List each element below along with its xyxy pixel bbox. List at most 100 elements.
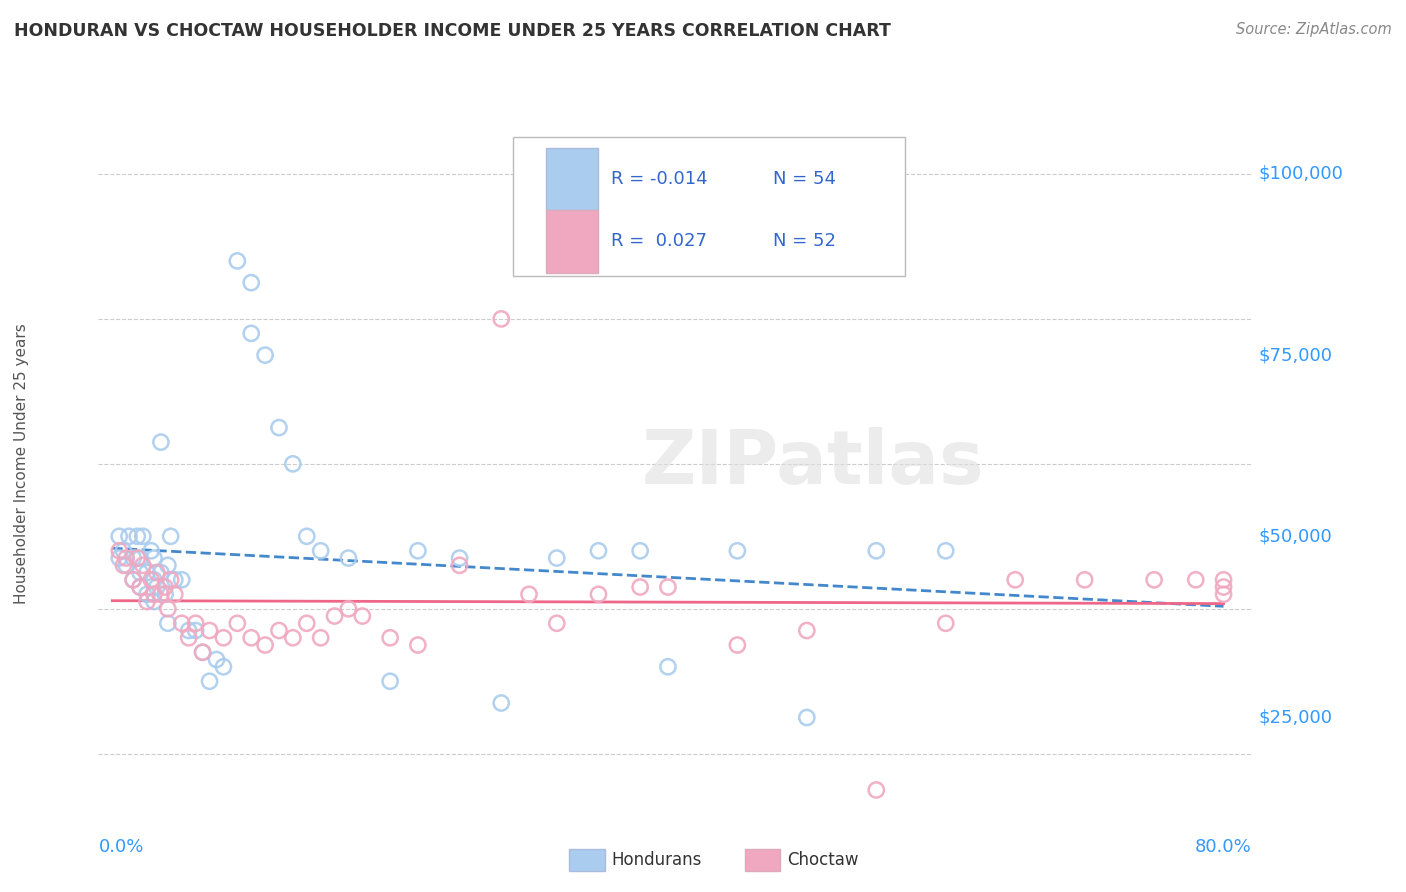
Point (1143, 573, 1166, 587)
Point (378, 674, 401, 689)
Text: Hondurans: Hondurans (612, 851, 702, 869)
Text: HONDURAN VS CHOCTAW HOUSEHOLDER INCOME UNDER 25 YEARS CORRELATION CHART: HONDURAN VS CHOCTAW HOUSEHOLDER INCOME U… (14, 22, 891, 40)
Point (588, 587, 610, 601)
Point (132, 558, 155, 573)
Point (108, 529, 131, 543)
Point (212, 631, 235, 645)
Point (115, 558, 138, 573)
Point (141, 573, 163, 587)
Point (240, 276, 263, 290)
Point (143, 573, 166, 587)
Text: $75,000: $75,000 (1258, 346, 1333, 364)
Point (1184, 573, 1206, 587)
Point (1004, 573, 1026, 587)
Point (226, 254, 249, 268)
Point (136, 566, 159, 580)
Point (122, 573, 145, 587)
Point (149, 435, 172, 450)
Point (935, 616, 957, 631)
Point (1073, 573, 1095, 587)
Point (406, 638, 429, 652)
Point (226, 616, 249, 631)
Point (281, 631, 304, 645)
Text: R =  0.027: R = 0.027 (612, 233, 707, 251)
Point (127, 529, 149, 543)
Point (156, 558, 179, 573)
Point (108, 551, 131, 566)
Point (112, 543, 135, 558)
FancyBboxPatch shape (546, 147, 598, 211)
Text: $25,000: $25,000 (1258, 708, 1333, 726)
Point (309, 543, 332, 558)
Point (159, 573, 181, 587)
Text: $50,000: $50,000 (1258, 527, 1331, 545)
Point (132, 529, 155, 543)
Text: 0.0%: 0.0% (98, 838, 143, 856)
Point (108, 543, 131, 558)
Point (212, 660, 235, 674)
Point (796, 710, 818, 724)
Text: Choctaw: Choctaw (787, 851, 859, 869)
Point (156, 602, 179, 616)
Text: R = -0.014: R = -0.014 (612, 169, 709, 188)
Point (1212, 580, 1234, 594)
Point (156, 616, 179, 631)
Text: 80.0%: 80.0% (1195, 838, 1251, 856)
Point (796, 624, 818, 638)
Point (170, 573, 193, 587)
Point (1212, 587, 1234, 601)
Point (163, 573, 186, 587)
Point (254, 638, 277, 652)
Point (491, 696, 513, 710)
Point (159, 529, 181, 543)
Point (118, 529, 141, 543)
Point (205, 652, 228, 666)
Point (198, 624, 221, 638)
Point (352, 609, 374, 624)
Point (129, 551, 152, 566)
Point (143, 594, 166, 608)
Point (323, 609, 346, 624)
Point (309, 631, 332, 645)
Point (143, 551, 166, 566)
Point (127, 551, 149, 566)
Point (191, 645, 214, 659)
Point (240, 631, 263, 645)
Point (337, 551, 360, 566)
Point (546, 616, 568, 631)
FancyBboxPatch shape (546, 211, 598, 273)
Point (153, 587, 176, 601)
Point (588, 543, 610, 558)
Point (122, 551, 145, 566)
FancyBboxPatch shape (513, 136, 905, 276)
Point (240, 326, 263, 341)
Point (865, 783, 887, 797)
Point (191, 645, 214, 659)
Point (281, 457, 304, 471)
Point (267, 420, 290, 434)
Point (129, 580, 152, 594)
Point (295, 529, 318, 543)
Point (517, 587, 540, 601)
Point (184, 616, 207, 631)
Point (149, 566, 172, 580)
Point (546, 551, 568, 566)
Point (153, 580, 176, 594)
Point (170, 616, 193, 631)
Point (865, 543, 887, 558)
Point (628, 543, 651, 558)
Point (184, 624, 207, 638)
Point (337, 602, 360, 616)
Text: N = 52: N = 52 (773, 233, 837, 251)
Point (295, 616, 318, 631)
Point (491, 312, 513, 326)
Point (143, 587, 166, 601)
Point (115, 551, 138, 566)
Point (129, 580, 152, 594)
Point (628, 580, 651, 594)
Point (449, 551, 471, 566)
Point (129, 566, 152, 580)
Point (254, 348, 277, 362)
Point (122, 573, 145, 587)
Point (198, 674, 221, 689)
